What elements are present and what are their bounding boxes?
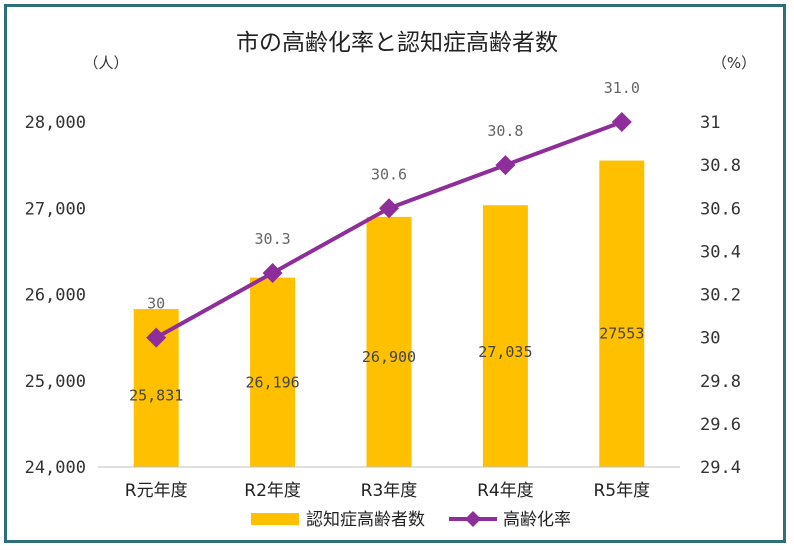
right-axis-unit: （%） [712,54,756,72]
right-tick-label: 30 [700,329,720,349]
line-data-label: 30 [147,295,165,313]
left-tick-label: 27,000 [25,199,86,219]
right-tick-label: 30.8 [700,156,741,176]
category-label: R2年度 [244,481,301,501]
line-marker [262,262,283,283]
line-marker [611,112,632,132]
bar [599,160,645,467]
left-axis-ticks: 24,000 25,000 26,000 27,000 28,000 [25,113,86,478]
left-tick-label: 28,000 [25,113,86,133]
bar-data-label: 26,196 [246,373,300,391]
category-label: R3年度 [361,481,418,501]
legend: 認知症高齢者数 高齢化率 [251,510,571,530]
right-tick-label: 29.6 [700,415,741,435]
legend-line-marker [465,511,481,527]
right-axis-ticks: 29.4 29.6 29.8 30 30.2 30.4 30.6 30.8 31 [700,113,741,478]
chart-title: 市の高齢化率と認知症高齢者数 [236,30,558,56]
right-tick-label: 29.8 [700,372,741,392]
line-data-label: 30.3 [255,230,291,248]
left-tick-label: 24,000 [25,458,86,478]
line-data-labels: 30 30.3 30.6 30.8 31.0 [147,79,640,313]
line-series [146,112,632,348]
right-tick-label: 29.4 [700,458,741,478]
bar [482,205,528,467]
bar-data-label: 25,831 [129,387,183,405]
category-label: R5年度 [593,481,650,501]
legend-bar-label: 認知症高齢者数 [306,510,425,530]
bar-data-label: 27,035 [478,343,532,361]
legend-line-label: 高齢化率 [503,510,571,530]
line-data-label: 31.0 [604,79,640,97]
right-tick-label: 30.2 [700,286,741,306]
line-marker [379,198,399,219]
category-label: R元年度 [125,481,188,501]
bar-data-labels: 25,831 26,196 26,900 27,035 27553 [129,324,644,404]
line-marker [495,155,516,176]
right-tick-label: 30.4 [700,242,741,262]
bar [250,277,296,467]
legend-bar-swatch [251,513,299,525]
line-data-label: 30.8 [487,122,523,140]
bar-series [133,160,645,467]
bar-data-label: 27553 [599,324,644,342]
line-marker [146,327,167,348]
category-label: R4年度 [477,481,534,501]
right-tick-label: 31 [700,113,720,133]
left-tick-label: 25,000 [25,372,86,392]
right-tick-label: 30.6 [700,199,741,219]
x-axis-categories: R元年度 R2年度 R3年度 R4年度 R5年度 [125,481,650,501]
line-data-label: 30.6 [371,165,407,183]
bar [366,216,412,467]
left-tick-label: 26,000 [25,286,86,306]
left-axis-unit: （人） [83,54,128,72]
bar-data-label: 26,900 [362,348,416,366]
